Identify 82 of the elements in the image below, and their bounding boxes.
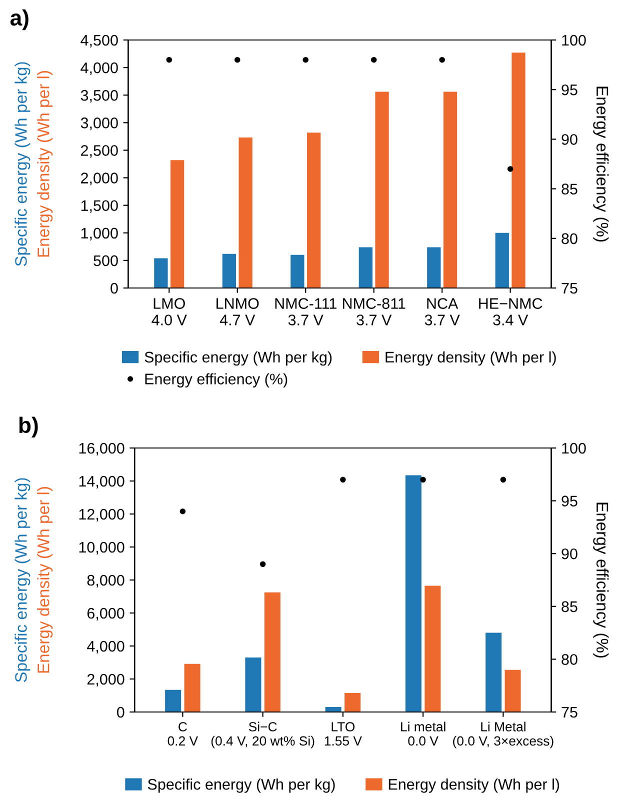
x-tick-label: C 0.2 V — [168, 722, 198, 746]
bar — [427, 247, 441, 288]
point — [180, 508, 186, 514]
y-tick-label: 3,000 — [80, 118, 118, 130]
y2-tick-label: 95 — [562, 84, 578, 96]
y2-tick-label: 90 — [562, 548, 578, 560]
x-tick-label: Li Metal (0.0 V, 3×excess) — [453, 722, 554, 748]
text: Energy density (Wh per l) — [37, 487, 53, 673]
bar — [344, 693, 361, 712]
y2-tick-label: 80 — [562, 654, 578, 665]
y-tick-label: 16,000 — [79, 442, 124, 456]
bar — [290, 254, 304, 288]
x-tick-label: NMC-811 3.7 V — [342, 298, 406, 326]
y-tick-label: 8,000 — [87, 574, 124, 588]
bar — [504, 670, 521, 712]
bar — [325, 707, 342, 712]
bar — [306, 132, 321, 288]
y2-tick-label: 80 — [562, 233, 578, 244]
x-tick-label: LMO 4.0 V — [152, 298, 187, 326]
y-tick-label: 10,000 — [79, 542, 124, 554]
text: Specific energy (Wh per kg) — [14, 62, 30, 266]
y-tick-label: 12,000 — [79, 508, 124, 522]
x-tick-label: LTO 1.55 V — [324, 722, 362, 746]
bar — [184, 664, 200, 712]
chart-title: b) — [19, 416, 38, 438]
bar — [222, 254, 236, 288]
x-tick-label: Si−C (0.4 V, 20 wt% Si) — [211, 722, 314, 748]
bar — [165, 690, 182, 712]
legend-label: Energy density (Wh per l) — [386, 351, 556, 366]
bar — [154, 258, 168, 288]
chart-title: a) — [10, 9, 28, 30]
text: Energy density (Wh per l) — [37, 71, 53, 257]
text: Specific energy (Wh per kg) — [14, 478, 30, 682]
bar — [495, 232, 509, 288]
bar — [512, 52, 526, 288]
point — [340, 476, 346, 483]
y2-tick-label: 75 — [562, 707, 578, 718]
y-tick-label: 1,500 — [81, 200, 118, 213]
point — [420, 476, 426, 483]
y-tick-label: 4,500 — [80, 34, 118, 48]
bar — [358, 247, 372, 288]
y2-tick-label: 100 — [562, 442, 586, 454]
x-tick-label: LNMO 4.7 V — [216, 298, 259, 326]
bar — [238, 138, 252, 288]
y-tick-label: 1,000 — [81, 228, 118, 240]
y-tick-label: 4,000 — [80, 62, 118, 76]
y2-tick-label: 85 — [562, 601, 578, 612]
y2-tick-label: 75 — [562, 283, 578, 294]
y-tick-label: 2,500 — [81, 145, 118, 158]
bar — [443, 92, 458, 288]
y2-axis-title: Energy efficiency (%) — [593, 86, 609, 242]
x-tick-label: Li metal 0.0 V — [401, 722, 446, 746]
y-tick-label: 4,000 — [87, 640, 124, 654]
bar — [245, 658, 262, 712]
bar — [405, 475, 422, 712]
y-tick-label: 14,000 — [79, 476, 124, 488]
y2-tick-label: 90 — [562, 134, 578, 145]
legend-label: Specific energy (Wh per kg) — [144, 351, 332, 366]
point — [260, 561, 266, 568]
y-tick-label: 6,000 — [87, 608, 124, 620]
bar — [424, 586, 441, 712]
x-tick-label: HE−NMC 3.4 V — [479, 298, 542, 326]
y-tick-label: 500 — [94, 255, 118, 266]
y-tick-label: 0 — [116, 706, 124, 718]
y2-tick-label: 95 — [562, 496, 578, 506]
y2-axis-title: Energy efficiency (%) — [593, 502, 609, 658]
y2-tick-label: 85 — [562, 184, 578, 194]
y-tick-label: 2,000 — [87, 674, 124, 686]
bar — [264, 592, 280, 712]
legend-label: Energy efficiency (%) — [145, 373, 288, 388]
y2-tick-label: 100 — [562, 34, 586, 46]
x-tick-label: NMC-111 3.7 V — [275, 298, 336, 326]
x-tick-label: NCA 3.7 V — [424, 298, 460, 326]
y-tick-label: 2,000 — [81, 172, 118, 186]
legend-label: Energy density (Wh per l) — [388, 778, 560, 793]
bar — [170, 160, 184, 288]
point — [500, 476, 506, 483]
legend-label: Specific energy (Wh per kg) — [148, 778, 335, 793]
y-tick-label: 0 — [110, 282, 118, 294]
bar — [375, 92, 389, 288]
bar — [486, 632, 502, 712]
y-tick-label: 3,500 — [80, 90, 118, 103]
